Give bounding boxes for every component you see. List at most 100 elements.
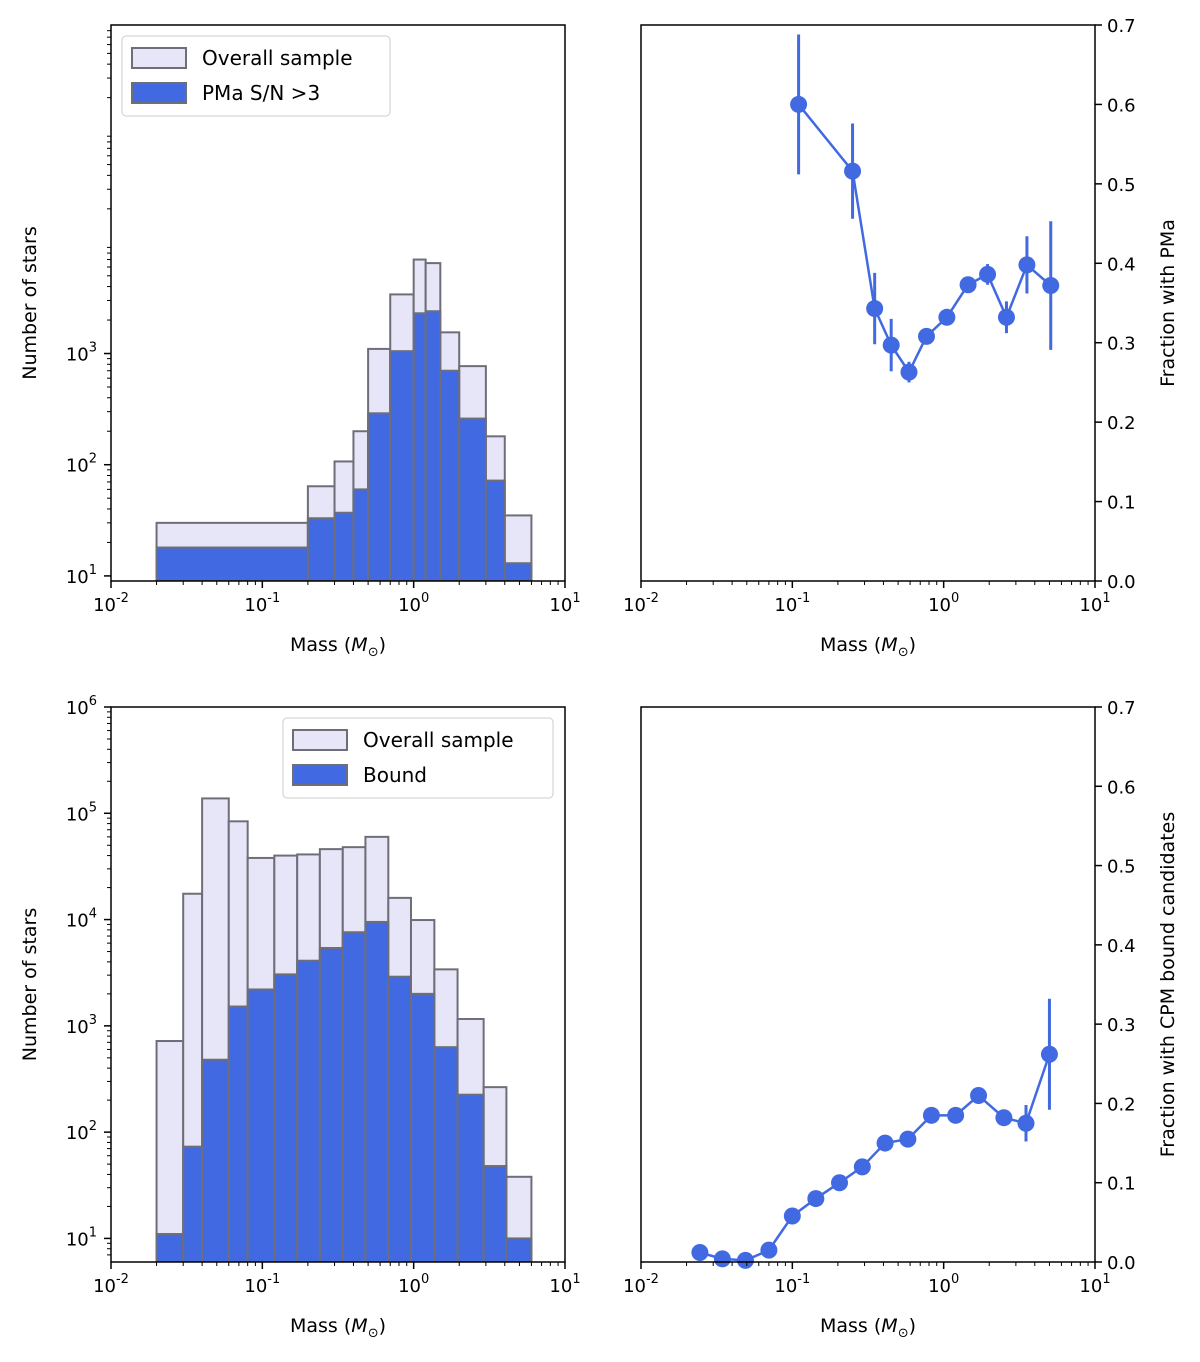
subset-bar xyxy=(296,959,321,1262)
data-point xyxy=(899,1130,917,1148)
y-tick-label: 0.7 xyxy=(1107,16,1136,37)
data-point xyxy=(790,95,808,113)
legend-label: PMa S/N >3 xyxy=(202,81,320,105)
legend-box xyxy=(121,35,391,117)
axes-frame xyxy=(110,24,566,582)
x-tick-label: 100 xyxy=(928,591,959,616)
data-point xyxy=(995,1109,1013,1127)
data-point xyxy=(970,1087,988,1104)
series-line xyxy=(797,103,1052,375)
data-point xyxy=(947,1106,965,1124)
series-line xyxy=(699,1053,1051,1262)
subset-bar xyxy=(503,562,533,581)
y-tick-label: 0.1 xyxy=(1107,493,1136,514)
subset-bar xyxy=(306,517,336,581)
x-tick-label: 101 xyxy=(549,1272,580,1297)
x-tick-label: 100 xyxy=(398,1272,429,1297)
y-tick-label: 103 xyxy=(66,341,97,366)
data-point xyxy=(979,265,997,283)
x-tick-label: 100 xyxy=(398,591,429,616)
y-tick-label: 101 xyxy=(66,1225,97,1250)
legend: Overall sample Bound xyxy=(282,717,554,799)
subset-bar xyxy=(409,992,436,1262)
data-point xyxy=(900,363,918,381)
subset-bar xyxy=(424,310,442,581)
panel-fraction-cpm: 10-2 10-1 100 101 Mass (M⊙) 0.0 0.1 0.2 0.3 0.4 0.… xyxy=(623,698,1179,1341)
legend-label: Overall sample xyxy=(363,728,514,752)
data-point xyxy=(922,1106,940,1124)
data-point xyxy=(938,308,956,326)
subset-bar xyxy=(433,1046,459,1262)
y-tick-label: 0.6 xyxy=(1107,95,1136,116)
y-tick-label: 106 xyxy=(66,694,97,719)
subset-bar xyxy=(412,312,427,581)
y-tick-label: 103 xyxy=(66,1013,97,1038)
legend-swatch xyxy=(292,729,348,751)
subset-bar xyxy=(318,947,344,1262)
overall-bar xyxy=(155,1040,185,1262)
y-tick-label: 0.5 xyxy=(1107,175,1136,196)
subset-bar xyxy=(505,1237,533,1262)
y-tick-label: 104 xyxy=(66,907,97,932)
x-axis-label: Mass (M⊙) xyxy=(820,634,916,660)
data-point xyxy=(736,1251,754,1269)
y-tick-label: 0.0 xyxy=(1107,572,1136,593)
data-point xyxy=(713,1250,731,1268)
y-tick-label: 0.0 xyxy=(1107,1253,1136,1274)
data-point xyxy=(844,162,862,180)
subset-bar xyxy=(182,1145,204,1262)
x-tick-label: 10-1 xyxy=(244,1272,280,1297)
y-tick-label: 0.1 xyxy=(1107,1174,1136,1195)
subset-bar xyxy=(227,1005,249,1262)
data-point xyxy=(876,1134,894,1152)
legend-swatch xyxy=(131,82,187,104)
x-tick-label: 10-1 xyxy=(774,1272,810,1297)
legend-swatch xyxy=(131,47,187,69)
y-tick-label: 0.2 xyxy=(1107,1094,1136,1115)
y-axis-label: Number of stars xyxy=(19,908,41,1061)
y-tick-label: 105 xyxy=(66,800,97,825)
x-tick-label: 100 xyxy=(928,1272,959,1297)
y-tick-label: 0.5 xyxy=(1107,857,1136,878)
data-point xyxy=(807,1190,825,1208)
x-tick-label: 101 xyxy=(549,591,580,616)
data-point xyxy=(783,1207,801,1225)
data-point xyxy=(853,1158,871,1176)
data-point xyxy=(866,300,884,318)
axes-frame xyxy=(640,706,1096,1263)
subset-bar xyxy=(458,417,487,581)
subset-bar xyxy=(155,546,309,581)
panel-hist-pma: 10-2 10-1 100 101 Mass (M⊙) 101 102 103 Number o… xyxy=(19,24,581,660)
legend: Overall sample PMa S/N >3 xyxy=(121,35,391,117)
subset-bar xyxy=(367,412,392,581)
subset-bar xyxy=(352,488,370,581)
y-tick-label: 102 xyxy=(66,452,97,477)
subset-bar xyxy=(387,975,412,1262)
y-tick-label: 0.4 xyxy=(1107,254,1136,275)
x-axis-label: Mass (M⊙) xyxy=(820,1315,916,1341)
subset-bar xyxy=(364,920,390,1262)
data-point xyxy=(1018,256,1036,274)
x-axis-label: Mass (M⊙) xyxy=(290,634,386,660)
data-point xyxy=(831,1174,849,1192)
x-tick-label: 10-2 xyxy=(93,1272,129,1297)
subset-bar xyxy=(155,1233,185,1262)
legend-label: Bound xyxy=(363,763,427,787)
data-point xyxy=(997,308,1015,326)
subset-bar xyxy=(484,479,506,581)
y-axis-label: Number of stars xyxy=(19,226,41,379)
x-axis-label: Mass (M⊙) xyxy=(290,1315,386,1341)
data-point xyxy=(691,1243,709,1261)
x-tick-label: 10-2 xyxy=(623,1272,659,1297)
subset-bar xyxy=(439,369,461,581)
data-point xyxy=(917,327,935,345)
subset-bar xyxy=(333,511,355,581)
axes-frame xyxy=(110,706,566,1263)
y-tick-label: 0.2 xyxy=(1107,413,1136,434)
subset-bar xyxy=(341,931,367,1262)
y-tick-label: 102 xyxy=(66,1119,97,1144)
axes-frame xyxy=(640,24,1096,582)
subset-bar xyxy=(482,1165,508,1262)
y-tick-label: 0.7 xyxy=(1107,698,1136,719)
